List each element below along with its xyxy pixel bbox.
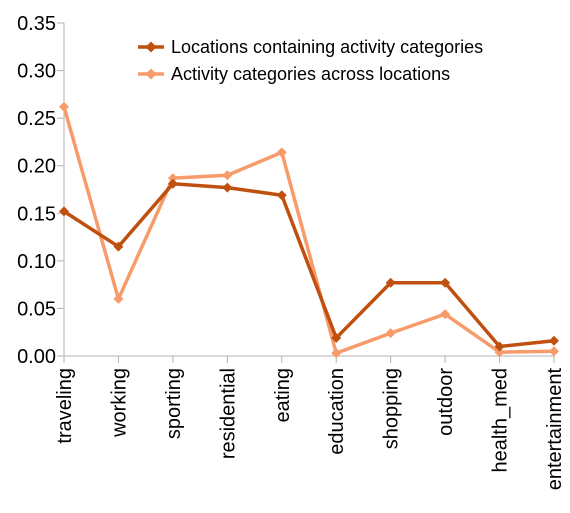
x-tick-label: outdoor — [435, 368, 457, 436]
y-tick-label: 0.00 — [17, 346, 56, 368]
x-tick-label: traveling — [54, 368, 76, 444]
y-tick-label: 0.35 — [17, 13, 56, 35]
data-point — [59, 101, 69, 112]
x-tick-label: shopping — [381, 368, 403, 449]
data-point — [113, 241, 124, 252]
x-tick-label: sporting — [163, 368, 185, 439]
data-point — [385, 328, 396, 339]
data-point — [59, 206, 69, 217]
data-point — [494, 347, 505, 358]
data-point — [440, 309, 451, 320]
data-point — [549, 335, 559, 346]
y-axis: 0.00 0.05 0.10 0.15 0.20 0.25 0.30 0.35 — [17, 13, 65, 368]
series-layer — [59, 101, 559, 359]
data-point — [167, 173, 178, 184]
data-point — [331, 348, 342, 359]
x-tick-label: residential — [217, 368, 239, 459]
x-tick-label: eating — [272, 368, 294, 423]
y-tick-label: 0.30 — [17, 61, 56, 83]
y-tick-label: 0.15 — [17, 203, 56, 225]
legend-label: Activity categories across locations — [171, 64, 450, 84]
legend: Locations containing activity categories… — [138, 37, 483, 84]
legend-marker — [145, 41, 157, 53]
data-point — [276, 190, 287, 201]
data-point — [113, 293, 124, 304]
y-tick-label: 0.20 — [17, 156, 56, 178]
data-point — [385, 277, 396, 288]
y-tick-label: 0.25 — [17, 108, 56, 130]
y-tick-label: 0.05 — [17, 298, 56, 320]
x-tick-label: working — [108, 368, 130, 438]
x-tick-label: entertainment — [544, 368, 566, 491]
data-point — [276, 147, 287, 158]
x-tick-label: education — [326, 368, 348, 455]
legend-label: Locations containing activity categories — [171, 37, 483, 57]
data-point — [167, 178, 178, 189]
series-line — [62, 106, 555, 355]
y-tick-label: 0.10 — [17, 251, 56, 273]
x-tick-label: health_med — [490, 368, 512, 473]
data-point — [222, 170, 233, 181]
x-axis: traveling working sporting residential eatin… — [54, 355, 566, 491]
data-point — [331, 332, 342, 343]
data-point — [549, 346, 559, 357]
data-point — [222, 182, 233, 193]
data-point — [440, 277, 451, 288]
series-line — [63, 182, 555, 349]
data-point — [494, 341, 505, 352]
legend-marker — [145, 68, 157, 80]
